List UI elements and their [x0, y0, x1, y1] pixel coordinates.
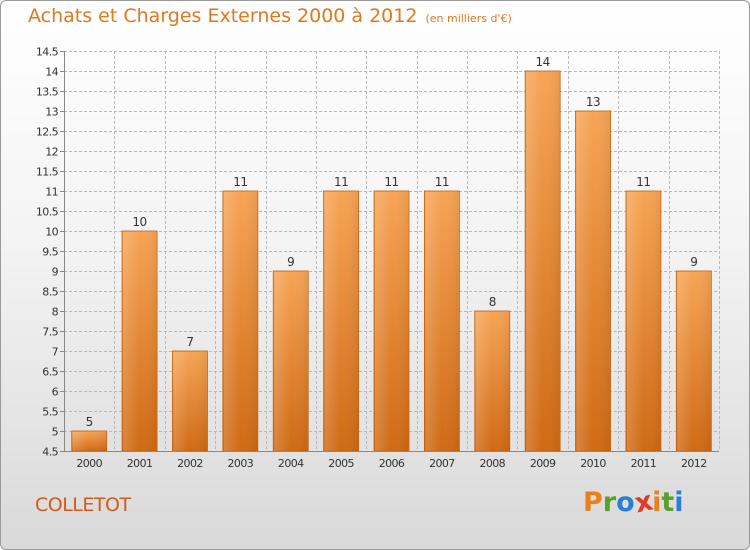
commune-name: COLLETOT	[35, 494, 131, 516]
y-tick-label: 5	[52, 426, 59, 439]
y-tick-label: 11.5	[36, 166, 59, 179]
x-tick-label: 2000	[76, 457, 102, 470]
chart-unit: (en milliers d'€)	[425, 12, 512, 25]
y-tick-label: 12.5	[36, 126, 59, 139]
bar-value-label: 13	[586, 95, 600, 109]
logo-letter: t	[661, 487, 675, 518]
x-tick-label: 2007	[429, 457, 455, 470]
y-tick-label: 6	[52, 386, 59, 399]
x-tick-label: 2005	[328, 457, 354, 470]
x-tick-label: 2009	[530, 457, 556, 470]
logo-letter: i	[652, 487, 662, 518]
bar-value-label: 14	[536, 55, 550, 69]
x-tick-label: 2004	[278, 457, 304, 470]
bar-shine	[173, 352, 207, 451]
bar-value-label: 11	[435, 175, 449, 189]
bar-value-label: 5	[86, 415, 93, 429]
bar-shine	[677, 272, 711, 451]
x-tick-label: 2012	[681, 457, 707, 470]
bar-value-label: 11	[384, 175, 398, 189]
y-tick-label: 6.5	[42, 366, 58, 379]
bar-value-label: 11	[334, 175, 348, 189]
x-tick-label: 2003	[228, 457, 254, 470]
bar-value-label: 10	[132, 215, 146, 229]
y-tick-label: 12	[45, 146, 58, 159]
bar-shine	[223, 192, 257, 451]
x-tick-label: 2006	[379, 457, 405, 470]
bar-value-label: 11	[636, 175, 650, 189]
y-tick-label: 11	[45, 186, 58, 199]
bar-shine	[475, 312, 509, 451]
bar-value-label: 9	[690, 255, 697, 269]
logo-letter: o	[616, 487, 635, 518]
y-tick-label: 7	[52, 346, 59, 359]
y-tick-label: 10.5	[36, 206, 59, 219]
bar-value-label: 11	[233, 175, 247, 189]
bar-shine	[425, 192, 459, 451]
bar-shine	[274, 272, 308, 451]
x-tick-label: 2002	[177, 457, 203, 470]
bar-shine	[626, 192, 660, 451]
y-tick-label: 9	[52, 266, 59, 279]
x-tick-label: 2001	[127, 457, 153, 470]
y-tick-label: 14	[45, 66, 58, 79]
x-tick-label: 2011	[631, 457, 657, 470]
y-tick-label: 4.5	[42, 446, 58, 459]
chart-title: Achats et Charges Externes 2000 à 2012	[28, 5, 418, 27]
title-row: Achats et Charges Externes 2000 à 2012 (e…	[28, 5, 512, 27]
y-tick-label: 14.5	[36, 46, 59, 59]
bar-shine	[324, 192, 358, 451]
x-tick-label: 2008	[479, 457, 505, 470]
y-tick-label: 13.5	[36, 86, 59, 99]
proxiti-logo[interactable]: Proxiti	[583, 486, 684, 520]
y-tick-label: 8.5	[42, 286, 58, 299]
y-tick-label: 13	[45, 106, 58, 119]
bar-value-label: 7	[186, 335, 193, 349]
logo-letter: r	[602, 487, 617, 518]
logo-letter: P	[583, 487, 603, 518]
bar-shine	[123, 232, 157, 451]
y-tick-label: 9.5	[42, 246, 58, 259]
bar-value-label: 8	[489, 295, 496, 309]
bar-shine	[72, 432, 106, 451]
logo-letter: i	[674, 487, 684, 518]
bar-shine	[526, 72, 560, 451]
bar-shine	[375, 192, 408, 451]
bar-value-label: 9	[287, 255, 294, 269]
y-tick-label: 5.5	[42, 406, 58, 419]
y-tick-label: 10	[45, 226, 58, 239]
y-tick-label: 7.5	[42, 326, 58, 339]
bar-shine	[576, 112, 610, 451]
y-tick-label: 8	[52, 306, 59, 319]
x-tick-label: 2010	[580, 457, 606, 470]
